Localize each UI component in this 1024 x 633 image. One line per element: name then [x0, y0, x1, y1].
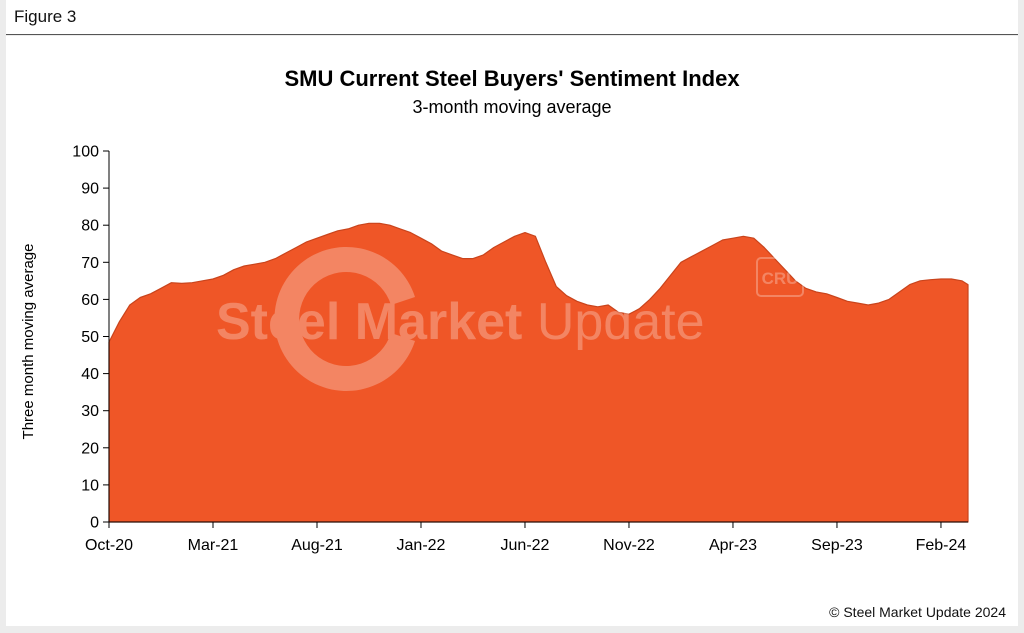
- y-tick-label: 80: [81, 218, 99, 235]
- chart-subtitle: 3-month moving average: [412, 97, 612, 117]
- x-tick-label: Oct-20: [85, 537, 133, 554]
- x-tick-label: Nov-22: [603, 537, 655, 554]
- figure-header: Figure 3: [6, 0, 1018, 35]
- y-tick-label: 60: [81, 292, 99, 309]
- x-tick-label: Apr-23: [709, 537, 757, 554]
- copyright-footer: © Steel Market Update 2024: [829, 604, 1006, 620]
- watermark-text: Steel Market Update: [216, 293, 705, 351]
- y-axis-title: Three month moving average: [20, 244, 37, 440]
- y-tick-label: 50: [81, 329, 99, 346]
- figure-label: Figure 3: [14, 7, 77, 26]
- y-tick-label: 70: [81, 255, 99, 272]
- x-tick-label: Mar-21: [188, 537, 239, 554]
- area-chart: Steel Market Update CRU 0 10 20 30 40 50 60 70 80 9…: [20, 144, 969, 554]
- y-tick-label: 30: [81, 403, 99, 420]
- x-tick-label: Aug-21: [291, 537, 343, 554]
- chart-panel: SMU Current Steel Buyers' Sentiment Inde…: [6, 36, 1018, 626]
- watermark-badge-frame: [756, 257, 804, 297]
- watermark-badge: CRU: [762, 269, 799, 288]
- y-tick-label: 20: [81, 440, 99, 457]
- chart-title: SMU Current Steel Buyers' Sentiment Inde…: [284, 66, 740, 91]
- watermark-logo-icon: [274, 247, 415, 392]
- y-tick-label: 40: [81, 366, 99, 383]
- y-tick-label: 0: [90, 515, 99, 532]
- y-tick-label: 90: [81, 181, 99, 198]
- y-tick-label: 100: [72, 144, 99, 161]
- watermark: Steel Market Update CRU: [216, 247, 804, 392]
- x-tick-label: Jun-22: [501, 537, 550, 554]
- y-tick-label: 10: [81, 477, 99, 494]
- x-tick-label: Jan-22: [397, 537, 446, 554]
- x-tick-label: Feb-24: [916, 537, 967, 554]
- area-series-fill: [108, 222, 969, 523]
- x-tick-label: Sep-23: [811, 537, 863, 554]
